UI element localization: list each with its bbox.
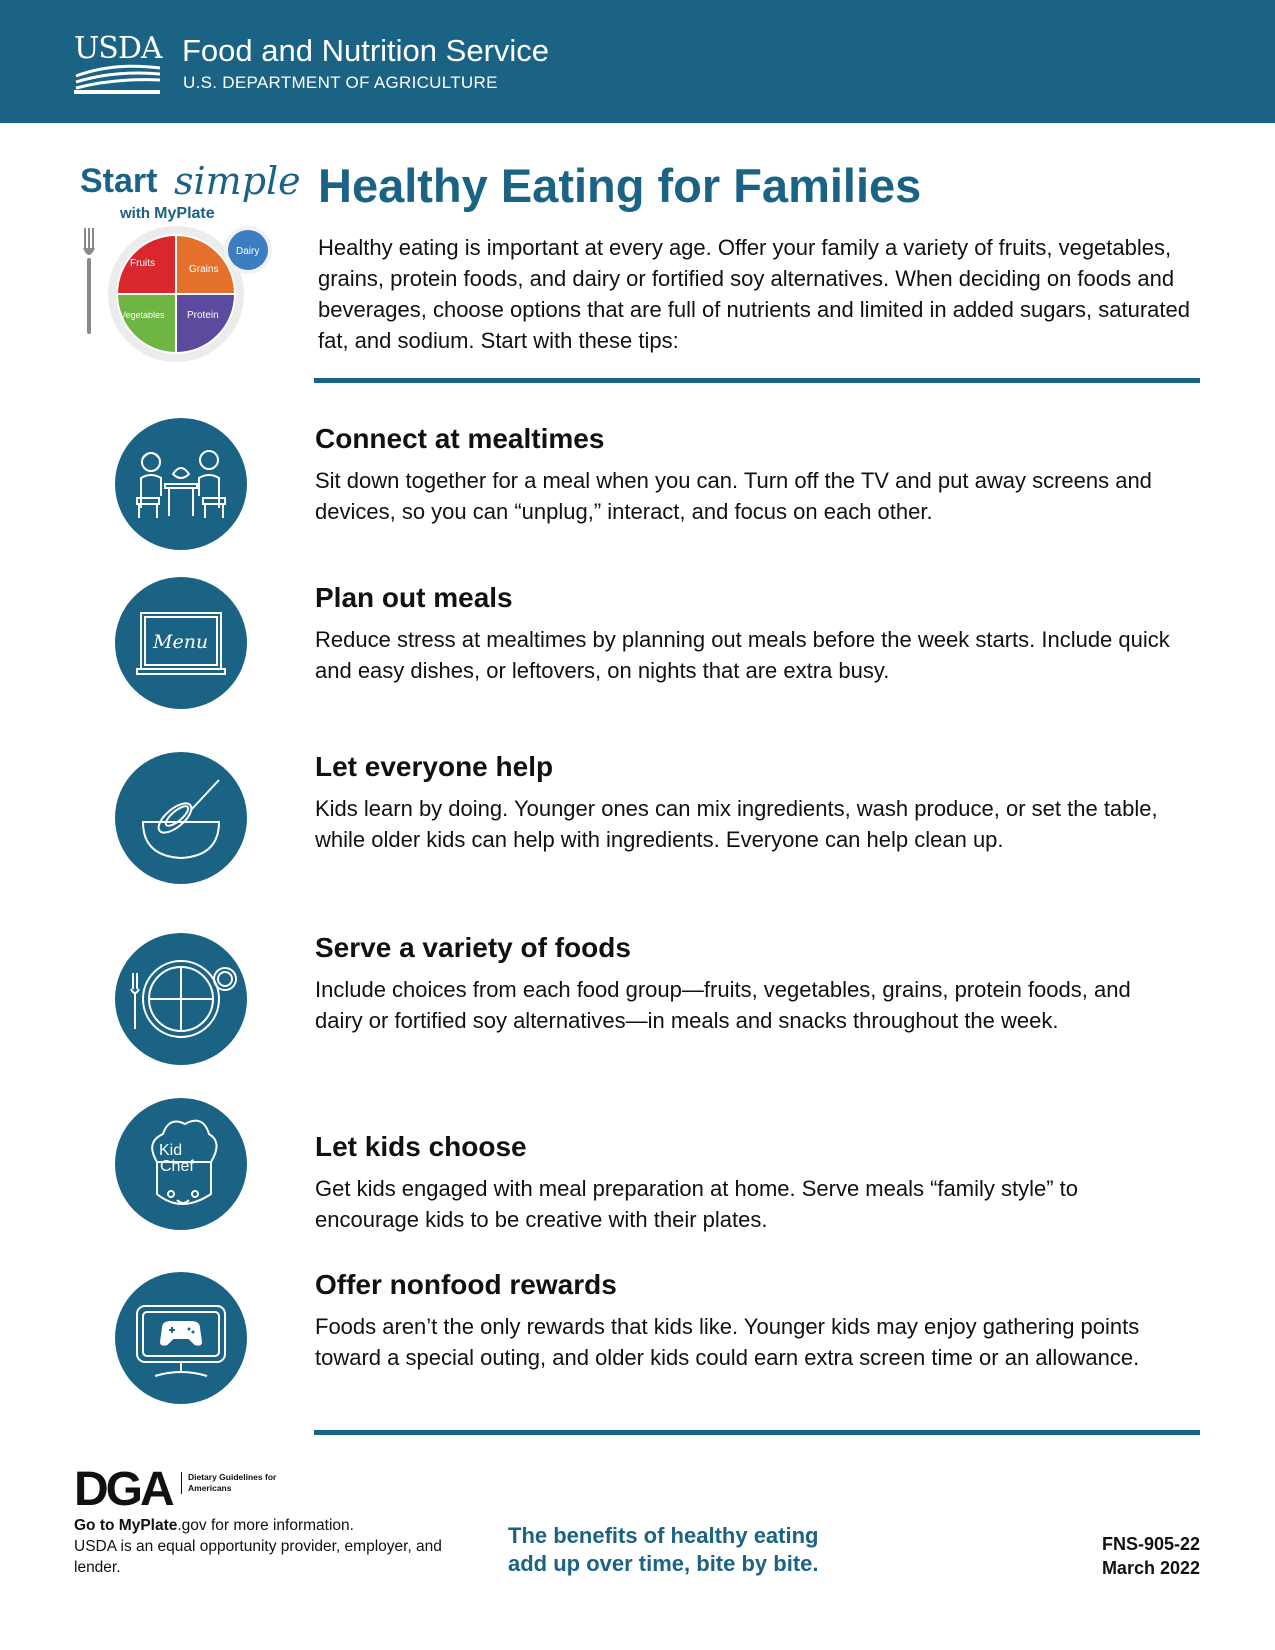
protein-label: Protein	[187, 310, 219, 321]
family-dining-icon	[115, 418, 247, 550]
doc-number: FNS-905-22	[1101, 1534, 1200, 1554]
fruits-segment	[118, 236, 176, 294]
myplate-link-line: Go to MyPlate.gov for more information.	[74, 1517, 354, 1534]
tip-body: Include choices from each food group—fru…	[315, 977, 1131, 1033]
logo-start-text: Start	[80, 162, 158, 200]
header-banner: USDA Food and Nutrition Service U.S. DEP…	[0, 0, 1275, 123]
fork-icon	[83, 228, 95, 334]
vegetables-segment	[118, 294, 176, 352]
tip-title: Let kids choose	[315, 1131, 527, 1162]
logo-with-myplate: with MyPlate	[120, 205, 215, 223]
dairy-label: Dairy	[236, 246, 259, 257]
footer-tagline: The benefits of healthy eating add up ov…	[508, 1523, 819, 1576]
dga-logo-mark: DGA	[74, 1463, 175, 1516]
tip-body: Reduce stress at mealtimes by planning o…	[315, 627, 1170, 683]
svg-text:Menu: Menu	[152, 631, 208, 653]
myplate-link[interactable]: MyPlate	[118, 1517, 178, 1534]
usda-logo-text: USDA	[74, 31, 163, 66]
protein-segment	[176, 294, 234, 352]
svg-text:Chef: Chef	[160, 1158, 194, 1175]
logo-brand-text: MyPlate	[154, 205, 215, 222]
logo-simple-text: simple	[174, 159, 301, 203]
myplate-plate-icon: Fruits Grains Vegetables Protein Dairy	[83, 226, 272, 362]
dga-logo: DGA Dietary Guidelines for Americans	[74, 1463, 276, 1516]
tip-title: Connect at mealtimes	[315, 423, 605, 454]
usda-logo: USDA	[74, 31, 163, 96]
grains-segment	[176, 236, 234, 294]
page-title: Healthy Eating for Families	[318, 159, 922, 212]
usda-logo-swoosh-icon	[74, 64, 161, 94]
bottom-divider	[314, 1430, 1200, 1435]
vegetables-label: Vegetables	[120, 310, 165, 320]
document-id: FNS-905-22 March 2022	[1040, 1532, 1200, 1580]
tip-body: Get kids engaged with meal preparation a…	[315, 1176, 1079, 1232]
agency-name: Food and Nutrition Service	[182, 33, 550, 68]
tip-body: Sit down together for a meal when you ca…	[315, 468, 1152, 524]
start-simple-myplate-logo: Start simple with MyPlate Fruits Grains …	[74, 160, 301, 375]
tip-body: Kids learn by doing. Younger ones can mi…	[315, 796, 1158, 852]
intro-paragraph: Healthy eating is important at every age…	[318, 235, 1190, 353]
svg-text:Kid: Kid	[159, 1142, 182, 1159]
plate-fork-icon	[115, 933, 247, 1065]
fruits-label: Fruits	[130, 258, 155, 269]
dairy-segment	[228, 230, 268, 270]
tip-body: Foods aren’t the only rewards that kids …	[315, 1314, 1140, 1370]
tip-title: Let everyone help	[315, 751, 554, 782]
tip-title: Plan out meals	[315, 582, 513, 613]
department-name: U.S. DEPARTMENT OF AGRICULTURE	[183, 73, 498, 92]
game-controller-icon	[115, 1272, 247, 1404]
whisk-bowl-icon	[115, 752, 247, 884]
doc-date: March 2022	[1101, 1558, 1200, 1578]
tip-title: Serve a variety of foods	[315, 932, 631, 963]
tip-title: Offer nonfood rewards	[315, 1269, 617, 1300]
equal-opportunity-statement: USDA is an equal opportunity provider, e…	[74, 1538, 442, 1576]
footer-info: Go to MyPlate.gov for more information. …	[74, 1515, 454, 1578]
logo-with-text: with	[120, 205, 150, 222]
kid-chef-icon: Kid Chef	[115, 1098, 247, 1230]
grains-label: Grains	[189, 264, 218, 275]
dga-logo-text: Dietary Guidelines for Americans	[181, 1472, 278, 1494]
top-divider	[314, 378, 1200, 383]
menu-board-icon: Menu	[115, 577, 247, 709]
